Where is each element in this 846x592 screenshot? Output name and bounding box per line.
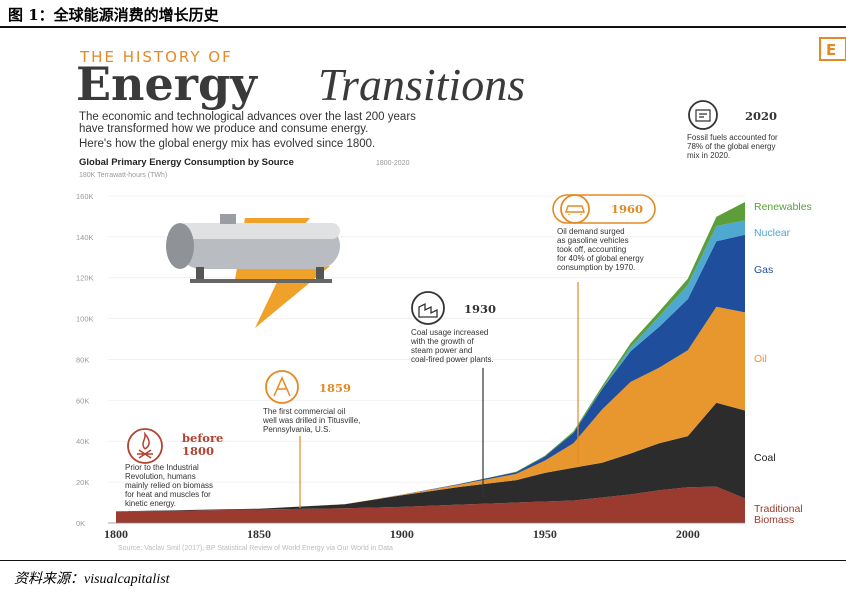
series-label-oil: Oil: [754, 353, 767, 365]
corner-logo-text: E: [826, 41, 836, 59]
x-tick-label: 1800: [104, 527, 128, 541]
annotation-1960-year: 1960: [611, 202, 643, 216]
y-tick-label: 160K: [76, 192, 94, 201]
top-rule: [0, 26, 846, 28]
series-label-nuclear: Nuclear: [754, 227, 791, 239]
y-tick-label: 120K: [76, 274, 94, 283]
area-nuclear: [116, 220, 745, 512]
x-tick-label: 1900: [390, 527, 414, 541]
annotation-before-1800: before 1800 Prior to the Industrial Revo…: [125, 428, 223, 508]
bottom-rule: [0, 560, 846, 561]
intro-line-1: The economic and technological advances …: [79, 111, 416, 123]
intro-line-3: Here's how the global energy mix has evo…: [79, 138, 375, 150]
chart-title: Global Primary Energy Consumption by Sou…: [79, 157, 294, 168]
annotation-2020-text: Fossil fuels accounted for 78% of the gl…: [687, 133, 780, 160]
headline-energy: Energy: [76, 57, 258, 111]
y-tick-label: 60K: [76, 396, 89, 405]
annotation-1859: 1859 The first commercial oil well was d…: [262, 370, 363, 508]
area-gas: [116, 234, 745, 512]
x-tick-label: 1950: [533, 527, 557, 541]
x-tick-label: 2000: [676, 527, 700, 541]
x-tick-label: 1850: [247, 527, 271, 541]
annotation-before-1800-text: Prior to the Industrial Revolution, huma…: [125, 463, 215, 508]
y-tick-label: 20K: [76, 478, 89, 487]
headline-kicker: THE HISTORY OF: [79, 48, 233, 66]
unit-label: 180K Terrawatt-hours (TWh): [79, 172, 167, 179]
x-axis: 1800 1850 1900 1950 2000: [104, 522, 745, 541]
annotation-1859-text: The first commercial oil well was drille…: [262, 407, 363, 434]
y-tick-label: 40K: [76, 437, 89, 446]
y-tick-label: 0K: [76, 519, 85, 528]
annotation-2020: 2020 Fossil fuels accounted for 78% of t…: [687, 100, 780, 160]
oil-well-icon: [265, 370, 299, 404]
chart-footer-source: Source: Vaclav Smil (2017), BP Statistic…: [118, 545, 393, 552]
fossil-fuel-icon: [688, 100, 718, 130]
series-label-coal: Coal: [754, 452, 776, 464]
area-traditional-biomass: [116, 486, 745, 523]
y-tick-label: 80K: [76, 355, 89, 364]
infographic: E THE HISTORY OF Energy Transitions The …: [70, 28, 846, 560]
y-tick-label: 100K: [76, 315, 94, 324]
annotation-1930-year: 1930: [464, 302, 496, 316]
corner-logo: E: [819, 37, 846, 61]
campfire-icon: [127, 428, 163, 464]
annotation-1930-text: Coal usage increased with the growth of …: [410, 328, 494, 364]
chart-years: 1800-2020: [376, 160, 410, 167]
car-icon: [560, 194, 590, 224]
annotation-1859-year: 1859: [319, 381, 351, 395]
series-label-renewables: Renewables: [754, 201, 812, 213]
annotation-1930: 1930 Coal usage increased with the growt…: [410, 291, 496, 498]
series-labels: Traditional Biomass Coal Oil Gas Nuclear Renew…: [754, 201, 812, 526]
intro-line-2: have transformed how we produce and cons…: [79, 123, 368, 135]
headline-transitions: Transitions: [318, 59, 525, 110]
series-label-traditional-biomass: Traditional Biomass: [754, 503, 803, 526]
annotation-1960-text: Oil demand surged as gasoline vehicles t…: [557, 227, 646, 272]
area-oil: [116, 306, 745, 512]
series-label-gas: Gas: [754, 264, 773, 276]
figure-source: 资料来源：visualcapitalist: [14, 572, 170, 587]
annotation-before-year: before: [182, 431, 223, 445]
annotation-1800-year: 1800: [182, 444, 214, 458]
figure-title: 图 1：全球能源消费的增长历史: [8, 6, 219, 24]
annotation-1960: 1960 Oil demand surged as gasoline vehic…: [552, 194, 656, 464]
y-tick-label: 140K: [76, 233, 94, 242]
oil-tank-illustration: [166, 214, 340, 328]
area-coal: [116, 402, 745, 512]
annotation-2020-year: 2020: [745, 109, 777, 123]
area-series: [116, 202, 745, 523]
